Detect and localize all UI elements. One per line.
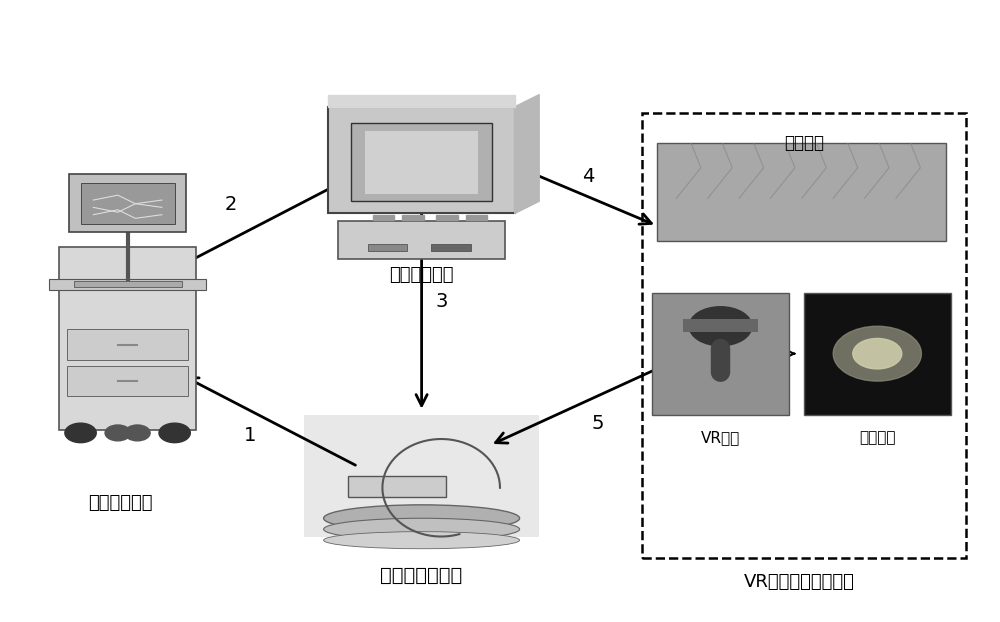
- Circle shape: [689, 307, 752, 346]
- FancyBboxPatch shape: [351, 123, 492, 202]
- Bar: [373, 215, 394, 220]
- FancyBboxPatch shape: [365, 131, 478, 194]
- FancyBboxPatch shape: [49, 279, 206, 290]
- Text: 可视窗口: 可视窗口: [859, 430, 896, 445]
- Polygon shape: [515, 95, 539, 213]
- Text: 3: 3: [435, 292, 447, 312]
- Circle shape: [159, 423, 190, 443]
- FancyBboxPatch shape: [304, 415, 539, 537]
- FancyBboxPatch shape: [683, 319, 758, 332]
- Bar: [436, 215, 458, 220]
- Text: 数据处理中心: 数据处理中心: [389, 266, 454, 284]
- FancyBboxPatch shape: [328, 107, 515, 213]
- FancyBboxPatch shape: [348, 476, 446, 497]
- Text: 虚拟游戏: 虚拟游戏: [784, 134, 824, 152]
- Circle shape: [853, 338, 902, 369]
- FancyBboxPatch shape: [368, 244, 407, 251]
- FancyBboxPatch shape: [81, 183, 175, 225]
- Circle shape: [125, 425, 150, 441]
- Text: 2: 2: [224, 195, 237, 214]
- Text: 表面肌电系统: 表面肌电系统: [88, 494, 153, 512]
- FancyBboxPatch shape: [59, 247, 196, 430]
- Text: VR眼镜: VR眼镜: [701, 430, 740, 445]
- FancyBboxPatch shape: [431, 244, 471, 251]
- Text: VR情景互动训练系统: VR情景互动训练系统: [743, 573, 854, 592]
- FancyBboxPatch shape: [74, 281, 182, 287]
- FancyBboxPatch shape: [67, 329, 188, 360]
- Ellipse shape: [324, 505, 520, 532]
- FancyBboxPatch shape: [657, 143, 946, 241]
- FancyBboxPatch shape: [804, 293, 951, 415]
- Bar: [466, 215, 487, 220]
- Text: 可控式训练平台: 可控式训练平台: [380, 566, 463, 585]
- FancyBboxPatch shape: [338, 221, 505, 259]
- Text: 4: 4: [582, 167, 594, 187]
- FancyBboxPatch shape: [67, 366, 188, 396]
- Ellipse shape: [324, 532, 520, 549]
- Circle shape: [833, 326, 921, 381]
- Ellipse shape: [324, 518, 520, 540]
- FancyBboxPatch shape: [652, 293, 789, 415]
- Text: 1: 1: [244, 427, 256, 445]
- Bar: [402, 215, 424, 220]
- FancyBboxPatch shape: [69, 174, 186, 232]
- Circle shape: [105, 425, 131, 441]
- Polygon shape: [328, 95, 515, 107]
- Circle shape: [65, 423, 96, 443]
- Text: 5: 5: [592, 414, 604, 434]
- Bar: [642, 113, 966, 558]
